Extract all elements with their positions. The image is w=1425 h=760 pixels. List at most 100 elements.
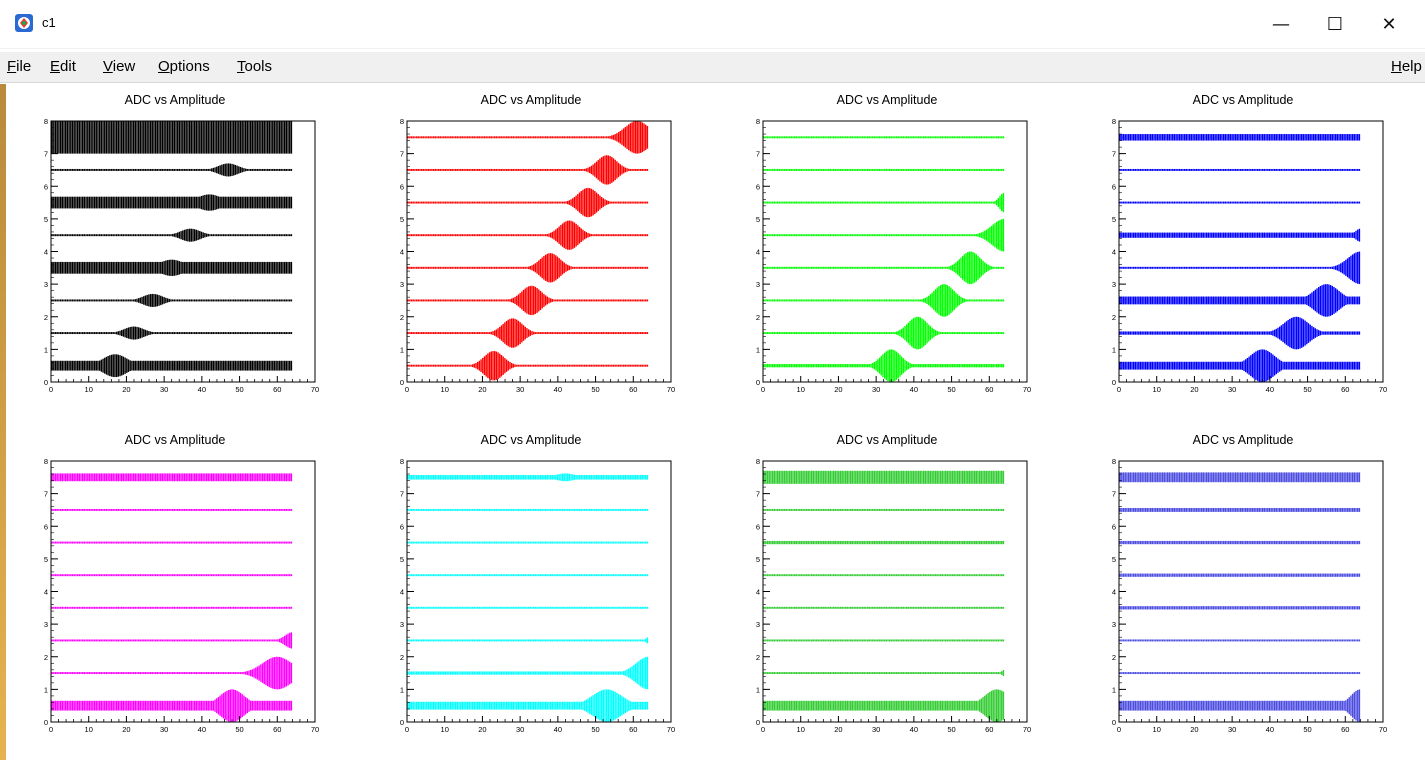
data-point [432,201,435,204]
data-point [855,201,857,204]
data-point [936,234,938,237]
data-point [563,136,565,139]
data-point [763,364,765,368]
data-point [444,299,447,302]
data-point [233,360,235,371]
data-point [263,360,265,371]
data-point [1255,201,1257,204]
data-point [1172,134,1174,141]
data-point [465,266,467,269]
data-point [549,364,552,367]
data-point [216,360,218,371]
data-point [1338,168,1340,171]
data-point [1280,296,1283,305]
data-point [1297,134,1300,141]
data-point [163,261,165,275]
data-point [631,201,633,204]
data-point [512,136,515,139]
data-point [985,229,988,241]
data-point [151,196,153,209]
menu-view[interactable]: View [103,58,136,75]
data-point [1353,134,1356,141]
data-point [175,121,177,154]
data-point [56,332,58,335]
data-point [612,234,615,237]
data-point [984,262,986,274]
data-point [831,201,833,204]
data-point [521,291,523,310]
data-point [514,234,516,237]
data-point [549,253,552,283]
data-point [600,364,603,367]
menu-tools[interactable]: Tools [237,58,273,75]
menu-help[interactable]: Help [1391,58,1422,75]
data-point [417,332,420,335]
maximize-button[interactable]: ☐ [1312,8,1358,40]
data-point [1256,201,1259,204]
data-point [560,364,562,367]
data-point [1127,201,1130,204]
data-point [788,364,791,368]
menu-options[interactable]: Options [158,58,210,75]
data-point [899,354,901,377]
data-point [846,364,848,368]
data-point [509,266,511,269]
data-point [251,299,254,302]
data-point [187,332,189,335]
data-point [924,168,927,171]
data-point [1294,266,1296,269]
data-point [978,233,981,238]
minimize-button[interactable]: — [1258,8,1304,40]
data-point [589,166,591,174]
data-point [1178,296,1181,305]
data-point [166,121,169,154]
data-point [597,136,599,139]
data-point [783,332,786,335]
data-point [1222,201,1225,204]
data-point [432,266,435,269]
data-point [578,136,581,139]
data-point [1200,134,1203,141]
data-point [205,360,208,371]
data-point [1345,168,1347,171]
data-point [127,261,130,274]
data-point [424,136,426,139]
data-point [280,234,282,237]
pad-frame [50,120,316,383]
data-point [536,261,538,274]
menu-file[interactable]: File [7,58,32,75]
close-button[interactable]: ✕ [1366,8,1412,40]
data-point [248,360,250,371]
data-point [153,234,155,237]
root-canvas[interactable]: ADC vs Amplitude 0 10 20 30 40 50 60 70 0 1 2 3 4 5 6 7 8… [8,84,1425,760]
data-point [951,364,954,368]
data-point [183,121,186,154]
data-point [222,234,225,237]
data-point [475,299,477,302]
data-point [507,266,509,269]
data-point [804,168,806,171]
data-point [278,168,281,171]
data-point [592,332,594,335]
data-point [1209,361,1211,370]
data-point [153,360,155,371]
data-point [478,360,481,371]
data-point [1226,266,1228,269]
data-point [556,256,559,280]
data-point [80,299,82,302]
data-point [1267,134,1269,141]
data-point [278,234,281,237]
data-point [258,121,260,154]
data-point [512,363,515,368]
data-point [955,332,957,335]
data-point [853,364,855,368]
data-point [473,299,476,302]
data-point [629,299,632,302]
data-point [229,163,232,177]
data-point [792,364,794,368]
data-point [453,234,455,237]
data-point [1350,168,1352,171]
menu-edit[interactable]: Edit [50,58,76,75]
data-point [1204,331,1206,335]
